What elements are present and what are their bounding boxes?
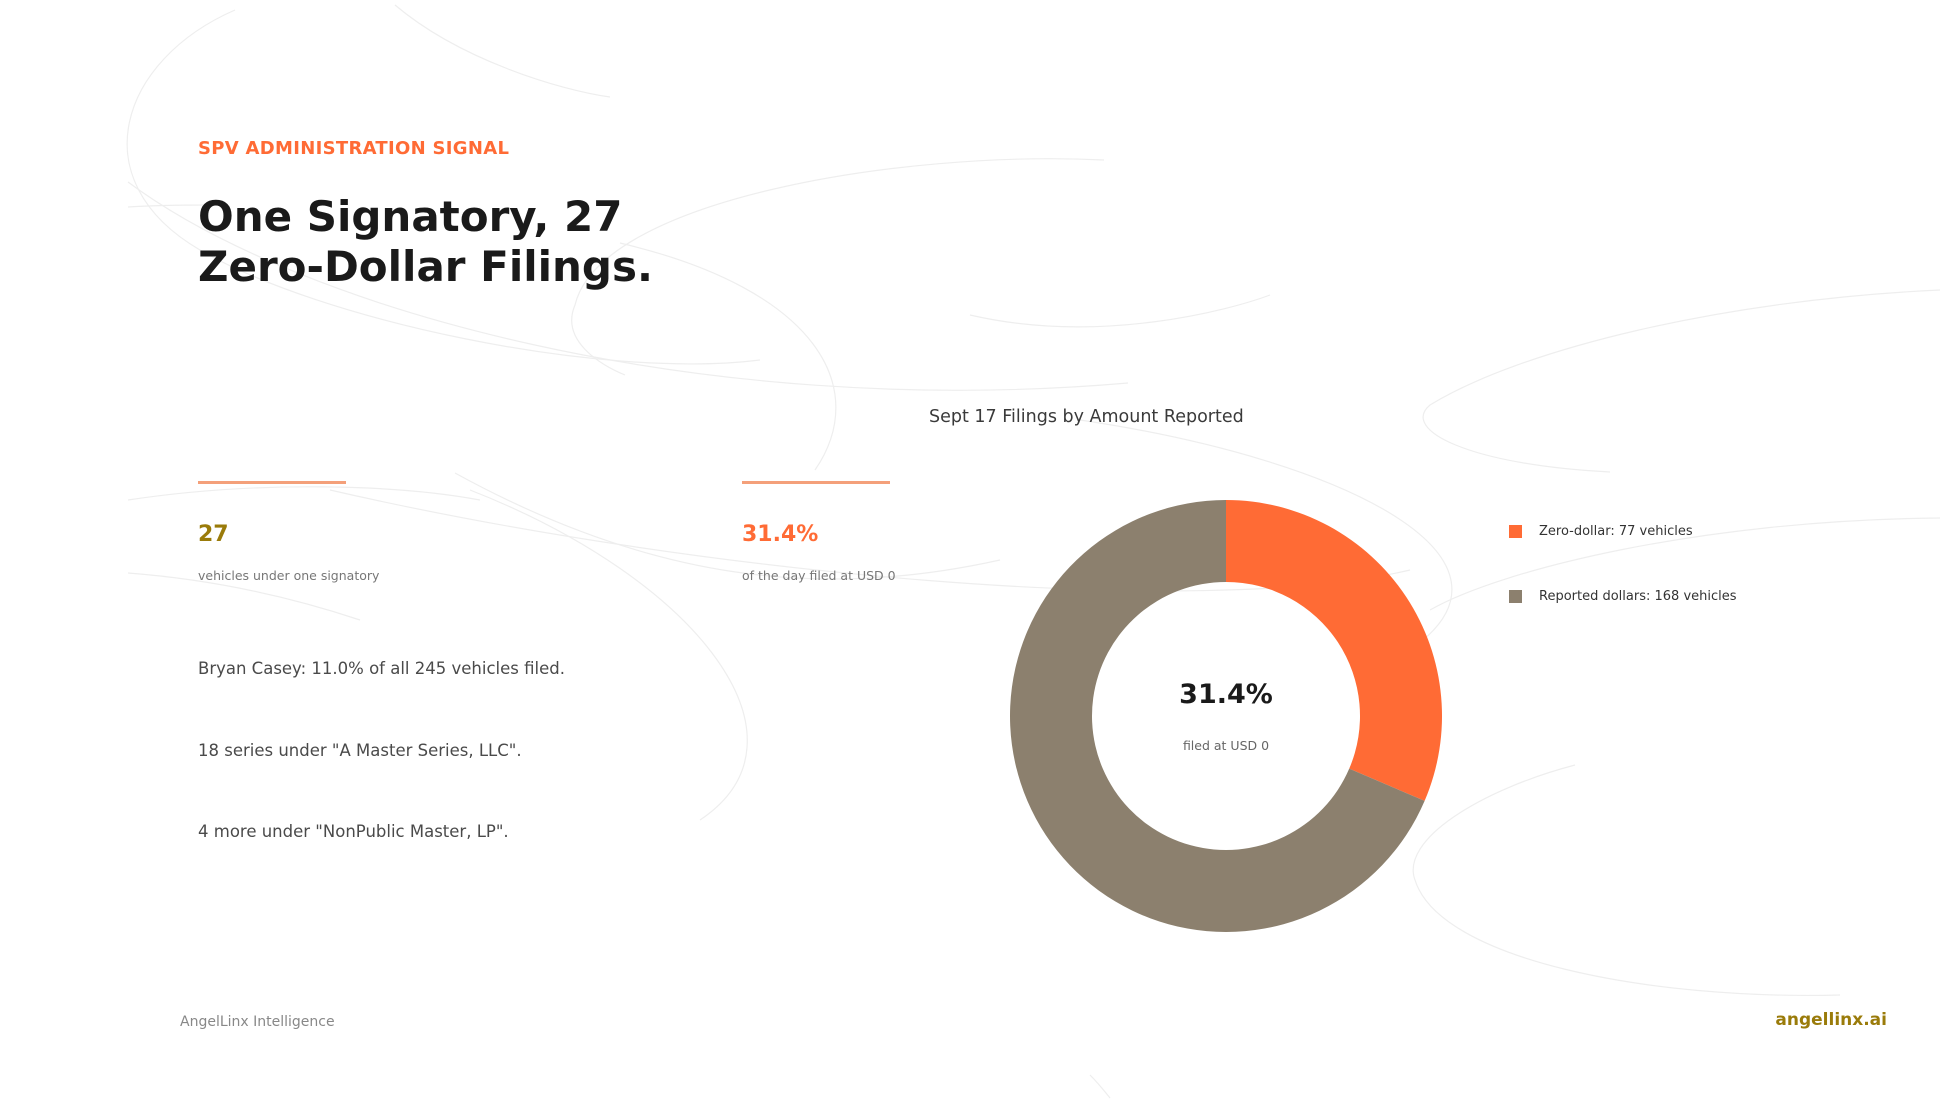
donut-slice-zero-dollar <box>1226 500 1442 801</box>
footer-brand: AngelLinx Intelligence <box>180 1014 335 1030</box>
stat-divider-2 <box>742 481 890 484</box>
legend-item-reported: Reported dollars: 168 vehicles <box>1509 589 1737 604</box>
fact-nonpublic-master: 4 more under "NonPublic Master, LP". <box>198 822 509 841</box>
fact-master-series: 18 series under "A Master Series, LLC". <box>198 741 522 760</box>
legend-label-zero-dollar: Zero-dollar: 77 vehicles <box>1539 524 1693 539</box>
chart-title: Sept 17 Filings by Amount Reported <box>929 407 1244 427</box>
donut-slice-reported <box>1010 500 1425 932</box>
stat-label-signatory: vehicles under one signatory <box>198 568 380 583</box>
legend-swatch-reported <box>1509 590 1522 603</box>
title-line-1: One Signatory, 27 <box>198 192 623 241</box>
stat-divider-1 <box>198 481 346 484</box>
donut-center-label: filed at USD 0 <box>1183 738 1269 753</box>
stat-label-zero-dollar: of the day filed at USD 0 <box>742 568 896 583</box>
section-eyebrow: SPV ADMINISTRATION SIGNAL <box>198 138 510 159</box>
title-line-2: Zero-Dollar Filings. <box>198 242 653 291</box>
stat-value-signatory: 27 <box>198 522 229 547</box>
footer-link[interactable]: angellinx.ai <box>1775 1010 1887 1030</box>
stat-value-zero-dollar: 31.4% <box>742 522 819 547</box>
donut-center-value: 31.4% <box>1179 679 1273 710</box>
page-title: One Signatory, 27 Zero-Dollar Filings. <box>198 192 898 292</box>
legend-label-reported: Reported dollars: 168 vehicles <box>1539 589 1737 604</box>
legend-item-zero-dollar: Zero-dollar: 77 vehicles <box>1509 524 1693 539</box>
legend-swatch-zero-dollar <box>1509 525 1522 538</box>
fact-bryan-casey: Bryan Casey: 11.0% of all 245 vehicles f… <box>198 659 565 678</box>
